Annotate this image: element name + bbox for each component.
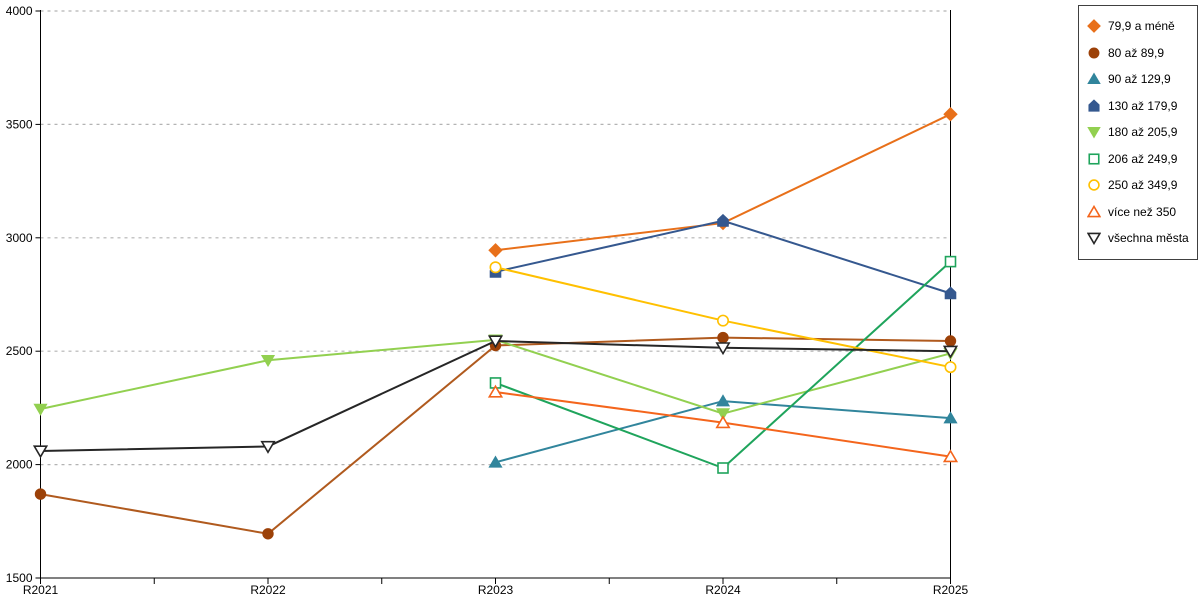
triangle-down-legend-marker-icon (1087, 232, 1101, 246)
legend-item: 130 až 179,9 (1087, 93, 1191, 120)
series-marker (262, 528, 274, 540)
legend-item-label: 79,9 a méně (1108, 19, 1175, 34)
series-marker (944, 255, 957, 268)
series-marker (260, 354, 276, 368)
series-marker (488, 455, 503, 468)
x-axis-tick-label: R2025 (933, 583, 969, 597)
chart-legend: 79,9 a méně 80 až 89,9 90 až 129,9 130 až 1… (1078, 5, 1198, 260)
series-marker (717, 213, 729, 227)
series-marker (943, 106, 958, 122)
series-marker (942, 449, 959, 463)
series-6 (489, 261, 957, 374)
legend-item: více než 350 (1087, 199, 1191, 226)
series-2 (488, 394, 958, 468)
legend-item-label: 130 až 179,9 (1108, 98, 1178, 113)
x-axis-tick-label: R2022 (250, 583, 286, 597)
x-axis-tick-label: R2021 (23, 583, 59, 597)
legend-item: 250 až 349,9 (1087, 172, 1191, 199)
legend-item: všechna města (1087, 225, 1191, 252)
legend-item: 206 až 249,9 (1087, 146, 1191, 173)
legend-item-label: 206 až 249,9 (1108, 151, 1178, 166)
legend-item-label: 90 až 129,9 (1108, 72, 1171, 87)
series-marker (1088, 99, 1100, 112)
series-marker (1087, 232, 1101, 246)
legend-item: 90 až 129,9 (1087, 66, 1191, 93)
series-8 (32, 335, 959, 459)
x-axis-tick-label: R2023 (478, 583, 514, 597)
series-marker (1087, 127, 1101, 139)
legend-item-label: více než 350 (1108, 204, 1177, 219)
series-marker (32, 445, 49, 459)
series-marker (1088, 47, 1100, 59)
y-axis-tick-label: 2500 (6, 344, 33, 358)
legend-item-label: 80 až 89,9 (1108, 45, 1165, 60)
series-marker (260, 440, 276, 454)
series-marker (487, 335, 504, 349)
series-marker (715, 394, 731, 407)
series-marker (717, 462, 729, 474)
square-legend-marker-icon (1088, 153, 1100, 165)
series-0 (488, 106, 958, 258)
series-marker (715, 415, 731, 429)
legend-item-label: 180 až 205,9 (1108, 125, 1178, 140)
y-axis-tick-label: 3500 (6, 117, 33, 131)
series-marker (1087, 204, 1101, 218)
legend-item: 180 až 205,9 (1087, 119, 1191, 146)
y-axis-tick-label: 4000 (6, 4, 33, 18)
triangle-down-legend-marker-icon (1087, 127, 1101, 139)
y-axis-tick-label: 2000 (6, 458, 33, 472)
series-marker (488, 243, 503, 258)
pentagon-legend-marker-icon (1088, 99, 1100, 112)
series-marker (1087, 19, 1101, 34)
triangle-up-legend-marker-icon (1087, 72, 1101, 85)
y-axis-tick-label: 1500 (6, 571, 33, 585)
legend-item-label: 250 až 349,9 (1108, 178, 1178, 193)
x-axis-tick-label: R2024 (705, 583, 741, 597)
series-marker (715, 408, 731, 421)
series-marker (33, 403, 48, 416)
series-marker (34, 488, 47, 500)
series-marker (944, 286, 957, 300)
series-1 (34, 331, 957, 540)
circle-legend-marker-icon (1088, 179, 1100, 191)
circle-legend-marker-icon (1088, 47, 1100, 59)
legend-item: 79,9 a méně (1087, 13, 1191, 40)
y-axis-tick-label: 3000 (6, 231, 33, 245)
series-marker (1087, 72, 1101, 85)
series-marker (1088, 153, 1100, 165)
series-marker (487, 384, 504, 398)
series-7 (487, 384, 959, 463)
series-marker (944, 335, 957, 347)
series-marker (716, 314, 729, 327)
series-5 (489, 255, 957, 474)
series-marker (942, 345, 959, 359)
triangle-up-legend-marker-icon (1087, 204, 1101, 218)
legend-item: 80 až 89,9 (1087, 40, 1191, 67)
series-marker (943, 411, 958, 424)
series-marker (944, 361, 957, 374)
series-line (495, 260, 952, 470)
series-marker (1088, 179, 1100, 191)
diamond-legend-marker-icon (1087, 19, 1101, 34)
series-marker (717, 331, 729, 344)
axes: 1500 2000 2500 3000 3500 4000 R2021 R2022 R2023 R… (6, 4, 969, 597)
legend-item-label: všechna města (1108, 231, 1189, 246)
series-marker (489, 261, 502, 274)
series-marker (715, 342, 731, 356)
